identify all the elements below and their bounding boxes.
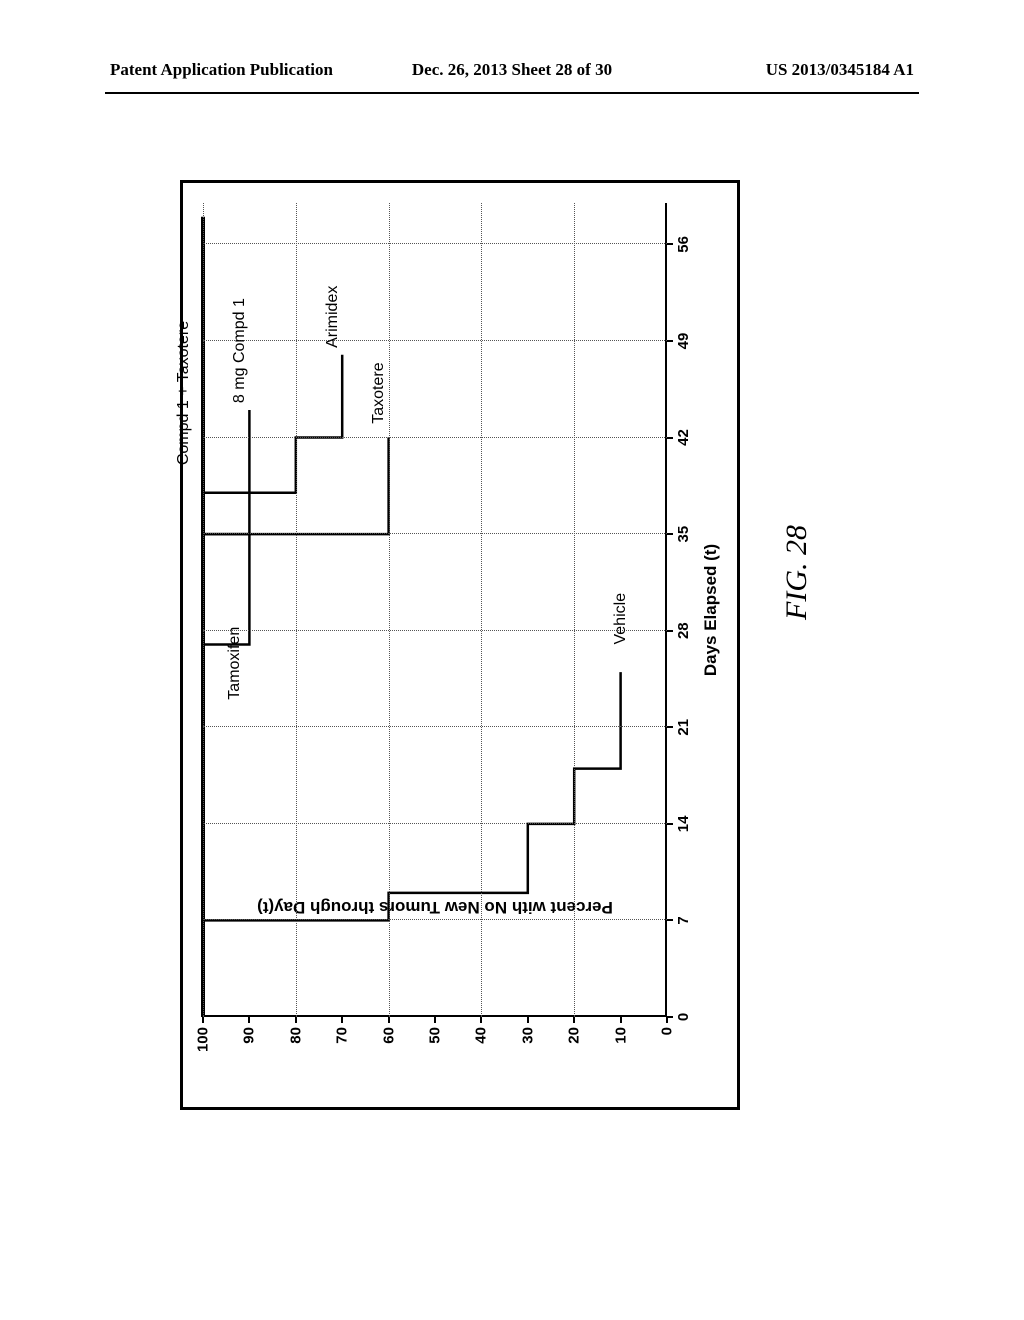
header-right: US 2013/0345184 A1	[766, 60, 914, 80]
y-tick-mark	[620, 1017, 622, 1023]
page-root: Patent Application Publication Dec. 26, …	[0, 0, 1024, 1320]
grid-horizontal	[481, 203, 482, 1017]
y-tick-label: 0	[659, 1027, 676, 1035]
grid-vertical	[203, 823, 667, 824]
grid-vertical	[203, 630, 667, 631]
x-tick-label: 35	[675, 526, 692, 543]
grid-vertical	[203, 437, 667, 438]
series-label: Taxotere	[370, 362, 388, 423]
x-tick-mark	[667, 533, 673, 535]
series-label: Arimidex	[324, 286, 342, 348]
x-tick-mark	[667, 919, 673, 921]
series-label: 8 mg Compd 1	[231, 298, 249, 403]
y-tick-mark	[573, 1017, 575, 1023]
y-tick-mark	[388, 1017, 390, 1023]
y-tick-label: 70	[334, 1027, 351, 1044]
x-tick-label: 21	[675, 719, 692, 736]
y-tick-label: 90	[241, 1027, 258, 1044]
grid-horizontal	[296, 203, 297, 1017]
x-tick-label: 0	[675, 1013, 692, 1021]
y-tick-label: 20	[566, 1027, 583, 1044]
grid-vertical	[203, 340, 667, 341]
y-tick-mark	[480, 1017, 482, 1023]
x-axis-title: Days Elapsed (t)	[701, 203, 721, 1017]
series-label: Vehicle	[612, 593, 630, 645]
figure-caption: FIG. 28	[780, 525, 814, 620]
y-tick-label: 30	[519, 1027, 536, 1044]
y-tick-label: 100	[195, 1027, 212, 1052]
survival-chart: Percent with No New Tumors through Day(t…	[180, 180, 740, 1110]
grid-horizontal	[574, 203, 575, 1017]
series-label: Tamoxifen	[226, 627, 244, 700]
x-tick-mark	[667, 437, 673, 439]
y-tick-mark	[527, 1017, 529, 1023]
chart-lines	[203, 203, 667, 1017]
y-tick-label: 40	[473, 1027, 490, 1044]
x-tick-label: 28	[675, 622, 692, 639]
page-header: Patent Application Publication Dec. 26, …	[0, 60, 1024, 90]
y-tick-mark	[202, 1017, 204, 1023]
grid-vertical	[203, 726, 667, 727]
series-line	[203, 672, 621, 1017]
header-rule	[105, 92, 919, 94]
series-line	[203, 410, 249, 1017]
x-tick-mark	[667, 1016, 673, 1018]
x-tick-mark	[667, 340, 673, 342]
y-tick-label: 80	[287, 1027, 304, 1044]
series-line	[203, 534, 249, 1017]
x-tick-mark	[667, 243, 673, 245]
x-tick-label: 42	[675, 429, 692, 446]
y-tick-mark	[295, 1017, 297, 1023]
x-tick-label: 14	[675, 816, 692, 833]
series-line	[203, 355, 342, 1017]
y-tick-label: 60	[380, 1027, 397, 1044]
x-tick-label: 56	[675, 236, 692, 253]
grid-vertical	[203, 919, 667, 920]
x-tick-mark	[667, 726, 673, 728]
figure-container: Percent with No New Tumors through Day(t…	[0, 365, 925, 925]
grid-vertical	[203, 243, 667, 244]
x-tick-mark	[667, 823, 673, 825]
y-tick-label: 50	[427, 1027, 444, 1044]
x-tick-label: 49	[675, 333, 692, 350]
y-tick-mark	[341, 1017, 343, 1023]
series-label: Compd 1 + Taxotere	[175, 321, 193, 465]
y-tick-mark	[248, 1017, 250, 1023]
plot-area: Percent with No New Tumors through Day(t…	[203, 203, 667, 1017]
grid-horizontal	[389, 203, 390, 1017]
x-tick-label: 7	[675, 916, 692, 924]
y-tick-label: 10	[612, 1027, 629, 1044]
y-tick-mark	[434, 1017, 436, 1023]
grid-horizontal	[203, 203, 204, 1017]
grid-vertical	[203, 533, 667, 534]
x-tick-mark	[667, 630, 673, 632]
